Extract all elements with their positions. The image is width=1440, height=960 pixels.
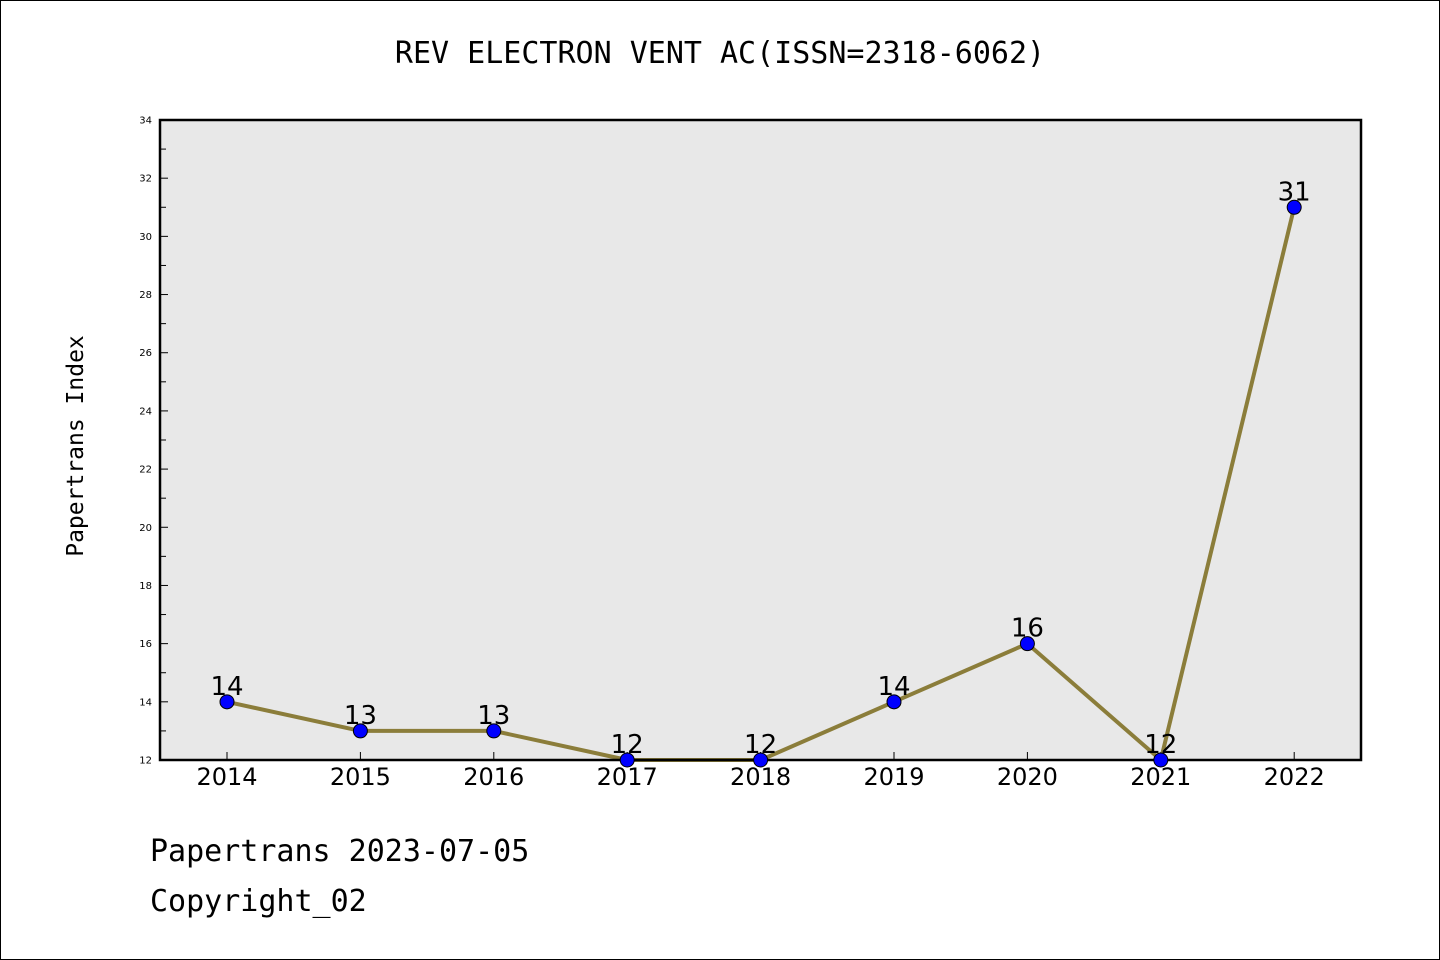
y-tick-label: 28	[139, 290, 152, 301]
y-tick-label: 18	[139, 581, 152, 592]
data-point	[1286, 199, 1302, 215]
y-tick-label: 12	[139, 756, 152, 767]
data-label: 14	[877, 672, 910, 702]
data-label: 13	[477, 701, 510, 731]
x-tick-label: 2014	[196, 763, 257, 791]
y-tick-label: 16	[139, 639, 152, 650]
plot-area	[160, 120, 1361, 760]
data-label: 16	[1011, 614, 1044, 644]
data-point	[352, 723, 368, 739]
data-label: 12	[1144, 730, 1177, 760]
data-point	[219, 694, 235, 710]
data-point	[486, 723, 502, 739]
y-tick-label: 30	[139, 232, 152, 243]
x-tick-label: 2015	[330, 763, 391, 791]
data-label: 13	[344, 701, 377, 731]
data-point	[619, 752, 635, 768]
data-label: 14	[210, 672, 243, 702]
y-tick-label: 34	[139, 116, 152, 127]
y-tick-label: 24	[139, 406, 152, 417]
y-tick-label: 32	[139, 174, 152, 185]
y-tick-label: 22	[139, 465, 152, 476]
footer-date: Papertrans 2023-07-05	[150, 834, 530, 869]
data-point	[1019, 636, 1035, 652]
chart-title: REV ELECTRON VENT AC(ISSN=2318-6062)	[394, 36, 1046, 71]
data-label: 31	[1278, 177, 1311, 207]
x-tick-label: 2018	[730, 763, 791, 791]
y-tick-label: 14	[139, 697, 152, 708]
x-tick-label: 2021	[1130, 763, 1191, 791]
y-tick-label: 20	[139, 523, 152, 534]
data-point	[753, 752, 769, 768]
data-label: 12	[611, 730, 644, 760]
data-label: 12	[744, 730, 777, 760]
data-point	[1153, 752, 1169, 768]
x-tick-label: 2020	[997, 763, 1058, 791]
data-point	[886, 694, 902, 710]
y-tick-label: 26	[139, 348, 152, 359]
x-tick-label: 2016	[463, 763, 524, 791]
x-tick-label: 2022	[1264, 763, 1325, 791]
x-tick-label: 2019	[863, 763, 924, 791]
footer-copyright: Copyright_02	[150, 884, 367, 919]
x-tick-label: 2017	[597, 763, 658, 791]
